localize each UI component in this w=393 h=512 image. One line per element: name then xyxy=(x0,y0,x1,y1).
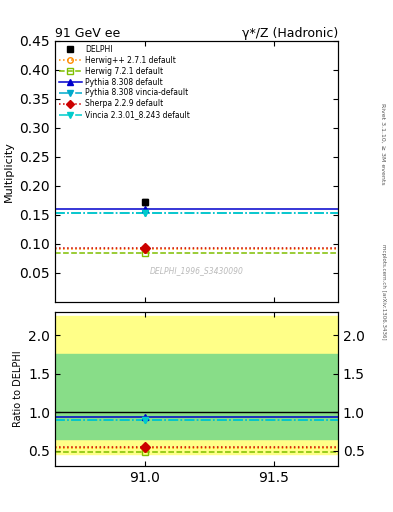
Text: DELPHI_1996_S3430090: DELPHI_1996_S3430090 xyxy=(150,266,243,275)
Y-axis label: Multiplicity: Multiplicity xyxy=(4,141,14,202)
Text: γ*/Z (Hadronic): γ*/Z (Hadronic) xyxy=(242,27,338,40)
Text: 91 GeV ee: 91 GeV ee xyxy=(55,27,120,40)
Text: Rivet 3.1.10, ≥ 3M events: Rivet 3.1.10, ≥ 3M events xyxy=(381,102,386,184)
Y-axis label: Ratio to DELPHI: Ratio to DELPHI xyxy=(13,351,23,427)
Text: mcplots.cern.ch [arXiv:1306.3436]: mcplots.cern.ch [arXiv:1306.3436] xyxy=(381,244,386,339)
Legend: DELPHI, Herwig++ 2.7.1 default, Herwig 7.2.1 default, Pythia 8.308 default, Pyth: DELPHI, Herwig++ 2.7.1 default, Herwig 7… xyxy=(57,43,191,121)
Bar xyxy=(55,354,338,439)
